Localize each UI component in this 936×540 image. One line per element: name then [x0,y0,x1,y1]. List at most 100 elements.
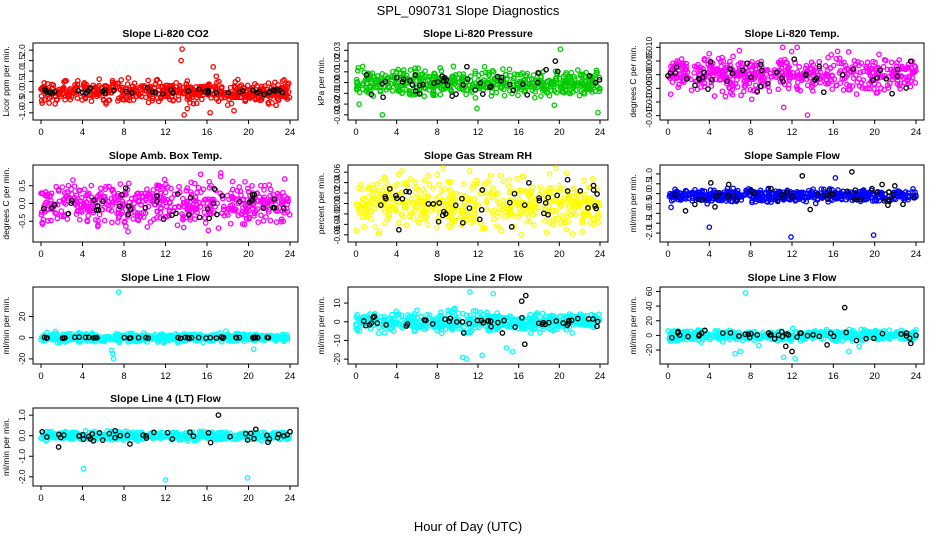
data-point [279,93,286,99]
data-point [479,352,485,359]
data-point [672,70,679,76]
data-point [407,67,414,73]
data-point [562,71,569,78]
data-point [98,190,104,197]
data-point [794,72,801,79]
x-tick-label: 12 [473,371,484,382]
data-point [580,89,587,96]
data-point [231,195,237,201]
data-point [697,64,704,71]
data-point [273,102,279,109]
y-tick-label: -20 [332,353,342,366]
data-point [226,196,232,203]
data-point [39,221,46,227]
data-point [136,198,143,205]
data-point [888,59,895,66]
panel-title: Slope Line 3 Flow [748,272,838,284]
data-point [399,90,406,96]
data-point [403,222,410,228]
data-point [273,219,280,225]
data-point [231,107,237,114]
y-axis-label: degrees C per min. [628,45,638,117]
data-point [494,213,501,219]
data-point [158,204,164,211]
data-point [229,178,236,185]
data-point [103,183,109,190]
data-point [534,79,541,86]
y-tick-label: -0.03 [332,105,342,125]
data-point [820,89,827,96]
data-point [202,220,209,226]
data-point [155,182,162,189]
data-point [692,201,698,208]
x-tick-label: 20 [869,249,880,260]
data-point [137,86,144,92]
data-point [807,206,814,213]
data-point [581,177,587,184]
data-point [243,216,250,222]
data-point [210,64,217,70]
data-point [822,80,829,87]
data-point [724,62,730,69]
data-point [884,66,891,73]
data-point [596,74,603,81]
data-point [207,205,214,212]
data-point [449,223,455,230]
data-point [246,216,252,222]
data-point [754,88,760,95]
data-point [730,53,736,60]
data-point [206,178,213,185]
data-point [166,207,173,214]
data-point [80,200,87,206]
data-point [69,191,75,197]
data-point [413,77,420,84]
data-point [543,66,549,73]
data-point [794,44,801,51]
data-point [710,67,717,73]
data-point [213,89,220,96]
data-point [373,84,379,91]
data-point [168,86,174,93]
panel-3: Slope Li-820 Temp.degrees C per min.0 4 8 1… [628,28,925,138]
data-point [131,80,138,87]
data-point [183,198,190,205]
data-point [271,196,278,203]
data-point [382,220,388,227]
data-point [765,77,771,83]
data-point [110,356,117,362]
data-point [740,88,747,95]
data-point [718,63,724,70]
data-point [65,210,72,217]
data-point [96,211,103,218]
data-point [455,310,462,316]
x-tick-label: 0 [353,127,358,138]
data-point [808,59,815,66]
data-point [524,92,531,98]
data-point [177,87,183,93]
data-point [60,85,67,91]
data-point [818,73,825,80]
data-point [196,214,203,221]
data-point [431,70,437,77]
y-tick-label: -0.5 [17,214,27,229]
data-point [758,67,765,74]
data-point [438,68,445,74]
data-point [275,81,281,88]
data-point [541,218,548,224]
data-point [715,55,722,62]
data-point [106,183,112,190]
data-point [135,91,142,97]
data-point [180,224,187,231]
data-point [109,219,115,226]
data-point [866,80,872,87]
x-tick-label: 24 [911,127,922,138]
x-tick-label: 16 [828,127,839,138]
data-point [823,71,830,77]
data-point [551,102,558,109]
data-point [142,204,149,211]
data-point [368,91,375,98]
data-point [169,212,175,219]
data-point [551,83,557,90]
data-point [737,59,744,66]
y-tick-label: 0.00 [332,74,342,91]
